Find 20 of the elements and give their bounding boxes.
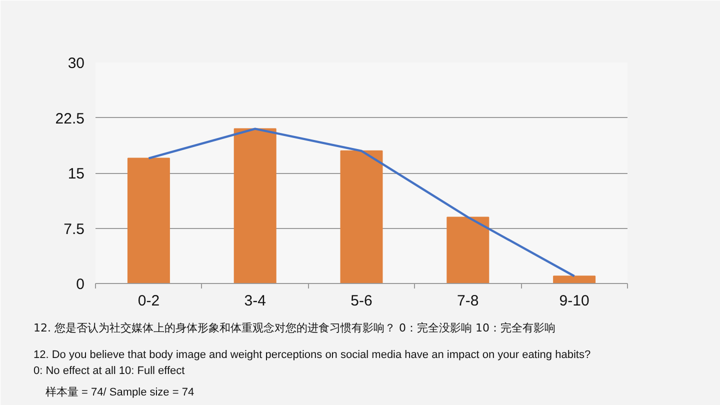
y-tick-label: 15 [68,166,85,182]
line-series [148,128,576,278]
text: 12. 您是否认为社交媒体上的身体形象和体重观念对您的进食习惯有影响？ 0：完全没影响 10：完全有影响 [34,322,556,334]
x-tick-label: 5-6 [350,292,372,310]
bar [340,150,383,284]
text: 0: No effect at all 10: Full effect [34,365,185,377]
bar [127,158,170,284]
text: 12. Do you believe that body image and weight perceptions on social media have an impact on your eating habits? [34,349,591,361]
bar [446,216,490,284]
y-tick-label: 30 [68,55,85,72]
x-tick-label: 3-4 [244,292,266,310]
x-tick-label: 7-8 [457,292,479,310]
bar [553,276,596,284]
text: 样本量 = 74/ Sample size = 74 [46,386,194,398]
x-tick-label: 0-2 [138,292,160,310]
x-tick-label: 9-10 [559,292,590,310]
y-tick-label: 7.5 [64,220,85,238]
y-tick-label: 0 [76,276,84,293]
bar [234,128,276,284]
y-tick-label: 22.5 [55,110,85,128]
